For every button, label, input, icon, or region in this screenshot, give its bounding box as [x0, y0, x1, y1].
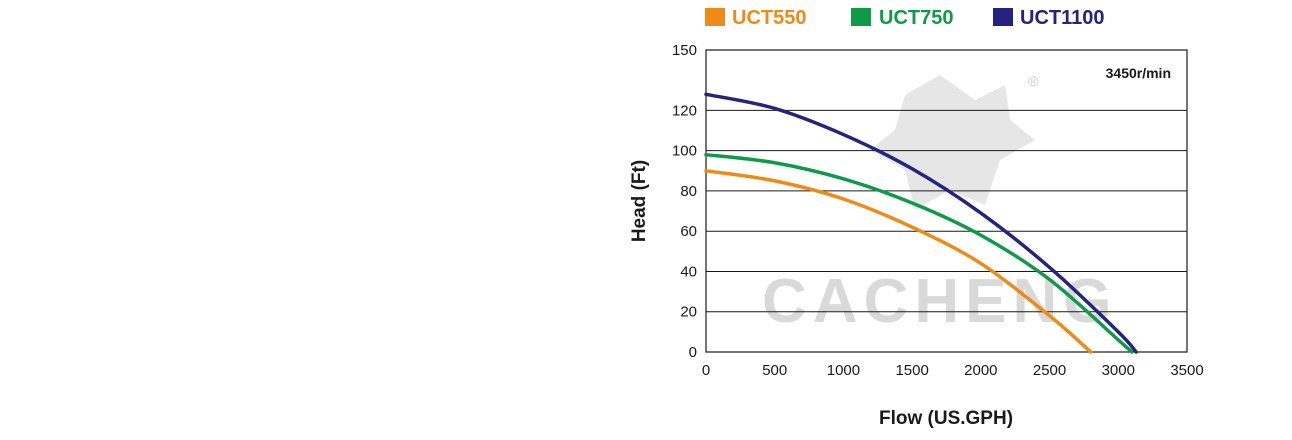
- legend-swatch-uct550: [705, 8, 725, 26]
- x-axis-title: Flow (US.GPH): [879, 408, 1013, 429]
- legend-label-uct750: UCT750: [879, 7, 953, 29]
- y-tick-label: 100: [672, 143, 697, 160]
- y-axis-title: Head (Ft): [629, 160, 650, 242]
- legend-swatch-uct750: [851, 8, 871, 26]
- speed-annotation: 3450r/min: [1106, 65, 1171, 81]
- series-line-uct750: [704, 152, 1134, 354]
- y-tick-label: 40: [680, 263, 697, 280]
- x-tick-label: 1500: [895, 362, 928, 379]
- watermark-logo: [870, 75, 1035, 210]
- y-tick-label: 120: [672, 102, 697, 119]
- y-tick-label: 20: [680, 304, 697, 321]
- x-tick-label: 0: [702, 362, 710, 379]
- y-tick-label: 0: [689, 344, 697, 361]
- x-tick-label: 500: [762, 362, 787, 379]
- x-tick-label: 3000: [1102, 362, 1135, 379]
- watermark: ® CACHENG: [762, 73, 1117, 336]
- watermark-text: CACHENG: [762, 267, 1117, 336]
- legend-label-uct1100: UCT1100: [1020, 7, 1105, 29]
- legend-swatch-uct1100: [993, 8, 1013, 26]
- plot-border: [705, 49, 1188, 353]
- series-line-uct550: [704, 169, 1093, 354]
- y-tick-label: 80: [680, 183, 697, 200]
- series-line-uct1100: [704, 92, 1138, 354]
- x-tick-label: 3500: [1170, 362, 1203, 379]
- y-tick-label: 60: [680, 223, 697, 240]
- x-tick-label: 2500: [1033, 362, 1066, 379]
- legend: UCT550 UCT750 UCT1100: [705, 7, 1105, 29]
- legend-label-uct550: UCT550: [732, 7, 806, 29]
- y-tick-label: 150: [672, 42, 697, 59]
- x-tick-label: 2000: [964, 362, 997, 379]
- x-tick-label: 1000: [827, 362, 860, 379]
- registered-mark: ®: [1028, 73, 1039, 89]
